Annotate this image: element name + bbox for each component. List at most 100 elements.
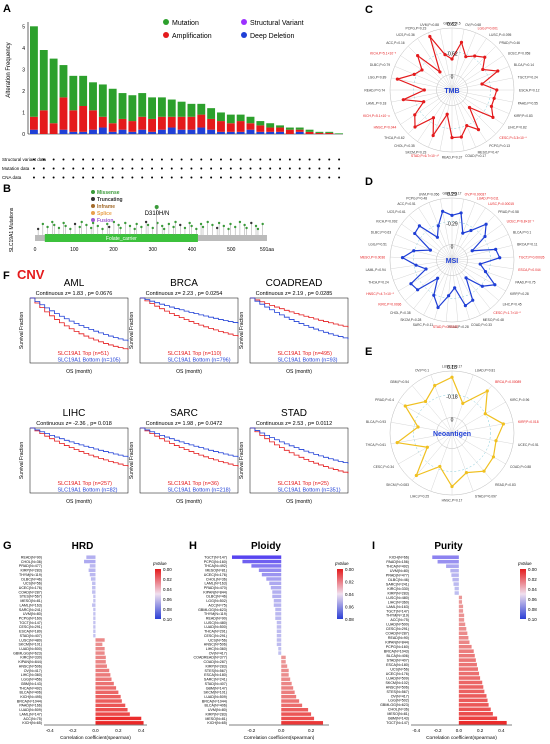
radar-label: OV,P=0.00037 bbox=[465, 193, 487, 197]
b-head bbox=[124, 221, 127, 225]
radar-label: COAD,P=0.17 bbox=[465, 154, 486, 158]
a-bar bbox=[30, 116, 38, 130]
radar-label: UCEC,P=6.8×10⁻⁶ bbox=[507, 220, 535, 224]
bar-category: CESC(N=291) bbox=[386, 627, 409, 631]
radar-point bbox=[498, 256, 502, 260]
radar-point bbox=[491, 455, 496, 459]
bar-xtick: 0.2 bbox=[308, 728, 315, 733]
radar-label: DLBC,P=0.63 bbox=[371, 231, 391, 235]
bar-rect bbox=[261, 572, 282, 577]
b-head bbox=[261, 222, 264, 226]
a-row-dot bbox=[170, 167, 173, 170]
bar-category: BRCA(N=1043) bbox=[384, 650, 409, 654]
f-curve-top bbox=[140, 297, 239, 337]
bar-category: UVM(N=80) bbox=[23, 612, 42, 616]
radar-label: READ,P=0.28 bbox=[448, 325, 469, 329]
radar-center-label: Neoantigen bbox=[433, 431, 471, 438]
radar-point bbox=[483, 234, 487, 239]
a-ytick: 4 bbox=[22, 46, 25, 52]
a-bar bbox=[108, 123, 117, 132]
radar-label: GBM,P=0.54 bbox=[390, 380, 409, 384]
bar-category: THYM(N=119) bbox=[204, 612, 227, 616]
bar-category: OV(N=417) bbox=[24, 669, 42, 673]
radar-label: ACC,P=0.16 bbox=[386, 41, 405, 45]
radar-label: STAD,P=0.00047 bbox=[433, 325, 459, 329]
bar-rect bbox=[458, 604, 464, 609]
bar-rect bbox=[437, 559, 459, 564]
radar-point bbox=[436, 276, 440, 280]
panel-e-radar: LUSC,P=0.17 LUAD,P=0.81 BRCA,P=0.00089 KIRC… bbox=[355, 345, 550, 525]
radar-point bbox=[485, 389, 489, 393]
bar-rect bbox=[458, 667, 478, 671]
radar-label: THCA,P=0.61 bbox=[366, 443, 387, 447]
panel-label-c: C bbox=[365, 4, 373, 16]
a-row-dot bbox=[318, 167, 321, 170]
b-legend-dot bbox=[91, 204, 95, 208]
bar-category: GBM(N=147) bbox=[206, 686, 227, 690]
radar-label: PAAD,P=0.75 bbox=[515, 280, 535, 284]
a-bar bbox=[79, 131, 88, 134]
bar-category: LAML(N=163) bbox=[387, 605, 409, 609]
a-row-dot bbox=[190, 158, 193, 161]
bar-category: STES(N=567) bbox=[205, 669, 227, 673]
b-head bbox=[69, 227, 72, 231]
f-plot-stat: Continuous z= 1.98 , p= 0.0472 bbox=[146, 421, 223, 427]
bar-rect bbox=[95, 681, 114, 686]
radar-label: LGG,P=0.001 bbox=[478, 27, 498, 31]
bar-category: CHOL(N=36) bbox=[206, 577, 227, 581]
bar-rect bbox=[452, 577, 459, 582]
a-row-dot bbox=[82, 176, 85, 179]
radar-point bbox=[431, 116, 436, 120]
a-row-dot bbox=[180, 176, 183, 179]
radar-point bbox=[481, 67, 485, 72]
bar-rect bbox=[276, 629, 282, 634]
bar-rect bbox=[458, 720, 507, 725]
bar-rect bbox=[95, 716, 142, 721]
b-legend-label: Fusion bbox=[97, 218, 113, 224]
radar-spoke bbox=[405, 259, 453, 301]
bar-title: Ploidy bbox=[251, 541, 281, 552]
bar-category: ESCA(N=180) bbox=[19, 630, 42, 634]
a-row-dot bbox=[72, 176, 75, 179]
radar-spoke bbox=[409, 214, 453, 261]
radar-point bbox=[464, 276, 468, 280]
b-legend-dot bbox=[91, 197, 95, 201]
a-bar bbox=[226, 131, 235, 134]
radar-point bbox=[467, 105, 472, 110]
a-row-dot bbox=[52, 167, 55, 170]
bar-category: READ(N=90) bbox=[206, 617, 227, 621]
f-xlabel: OS (month) bbox=[176, 369, 202, 375]
a-row-dot bbox=[190, 167, 193, 170]
radar-spoke bbox=[428, 32, 453, 91]
bar-category: BLCA(N=406) bbox=[20, 691, 42, 695]
a-row-dot bbox=[308, 176, 311, 179]
radar-spoke bbox=[451, 214, 495, 261]
radar-spoke bbox=[413, 259, 453, 309]
radar-spoke bbox=[451, 259, 506, 292]
a-bar bbox=[89, 110, 97, 130]
bar-rect bbox=[251, 564, 282, 568]
a-row-dot bbox=[101, 176, 104, 179]
bar-category: UCS(N=56) bbox=[23, 582, 42, 586]
a-row-dot bbox=[180, 167, 183, 170]
a-bar bbox=[266, 123, 275, 128]
f-curve-bottom bbox=[30, 297, 129, 342]
radar-point bbox=[450, 484, 454, 489]
ploidy-bar-svg: PloidyTGCT(N=147)PCPG(N=160)THCA(N=492)M… bbox=[194, 541, 355, 741]
a-bar bbox=[39, 110, 48, 134]
bar-rect bbox=[281, 721, 324, 725]
a-row-dot bbox=[62, 158, 65, 161]
a-row-dot bbox=[111, 176, 114, 179]
f-ylabel: Survival Fraction bbox=[19, 442, 25, 479]
a-legend-dot bbox=[163, 19, 169, 25]
panel-i-purity: Purity KICH(N=66) PAAD(N=156) THCA(N=492) UV… bbox=[367, 537, 550, 744]
a-row-dot bbox=[210, 176, 213, 179]
colorbar-tick: 0.02 bbox=[163, 577, 172, 582]
a-bar bbox=[138, 116, 147, 130]
cnv-title: CNV bbox=[17, 267, 45, 282]
bar-category: PCPG(N=160) bbox=[204, 560, 227, 564]
radar-point bbox=[423, 399, 428, 404]
b-legend-label: Missense bbox=[97, 190, 120, 196]
bar-rect bbox=[458, 627, 467, 631]
bar-rect bbox=[92, 603, 96, 607]
